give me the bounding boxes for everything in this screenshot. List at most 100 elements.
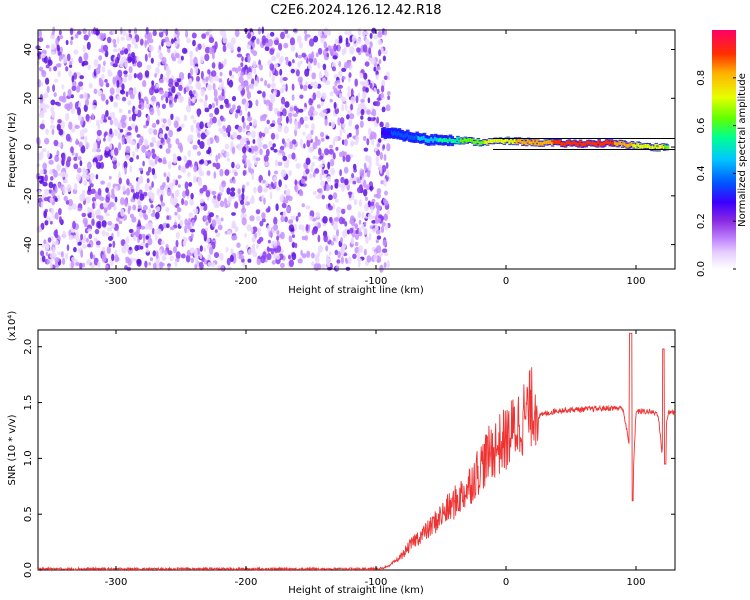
signal-core [606, 140, 611, 145]
noise-speck [373, 66, 377, 72]
noise-speck [336, 80, 341, 84]
noise-speck [290, 68, 295, 74]
noise-speck [342, 129, 346, 134]
noise-speck [279, 145, 285, 151]
noise-speck [229, 70, 232, 77]
noise-speck [366, 255, 372, 263]
noise-speck [156, 83, 160, 88]
noise-speck [245, 105, 248, 112]
noise-speck [40, 201, 44, 209]
noise-speck [209, 152, 213, 157]
noise-speck [72, 220, 76, 230]
noise-speck [195, 81, 201, 90]
noise-speck [334, 38, 339, 44]
noise-speck [57, 182, 61, 189]
noise-speck [263, 99, 267, 105]
noise-speck [332, 222, 339, 231]
noise-speck [116, 96, 121, 101]
noise-speck [348, 30, 352, 37]
noise-speck [57, 70, 61, 78]
noise-speck [61, 96, 67, 103]
noise-speck [323, 234, 328, 243]
noise-speck [285, 116, 289, 124]
noise-speck [152, 209, 156, 215]
noise-speck [299, 188, 303, 197]
signal-core [530, 141, 534, 146]
noise-speck [261, 218, 266, 223]
noise-speck [93, 59, 99, 67]
noise-speck [174, 260, 178, 268]
noise-speck [260, 77, 264, 82]
noise-speck [375, 74, 379, 80]
noise-speck [130, 140, 136, 146]
noise-speck [175, 251, 181, 260]
noise-speck [68, 69, 73, 77]
noise-speck [266, 253, 272, 261]
noise-speck [363, 162, 367, 169]
noise-speck [335, 146, 339, 151]
noise-speck [212, 162, 217, 167]
noise-speck [154, 229, 158, 235]
noise-speck [104, 79, 108, 83]
noise-speck [148, 127, 153, 135]
noise-speck [302, 131, 306, 136]
signal-core [563, 142, 568, 147]
noise-speck [201, 228, 206, 235]
noise-speck [97, 188, 102, 196]
noise-speck [377, 138, 382, 143]
noise-speck [63, 195, 68, 202]
noise-speck [218, 127, 222, 132]
noise-speck [223, 58, 227, 65]
noise-speck [192, 176, 197, 183]
noise-speck [127, 100, 132, 106]
noise-speck [152, 250, 157, 257]
noise-speck [117, 69, 123, 78]
noise-speck [363, 248, 367, 256]
snr-y-label: SNR (10 * v/v) [7, 414, 18, 485]
noise-speck [277, 161, 283, 166]
noise-speck [204, 130, 210, 136]
noise-speck [220, 188, 225, 193]
noise-speck [109, 142, 112, 150]
noise-speck [70, 146, 74, 154]
noise-speck [40, 110, 45, 119]
noise-speck [272, 143, 276, 148]
noise-speck [191, 219, 195, 227]
noise-speck [154, 156, 158, 165]
noise-speck [186, 104, 192, 113]
signal-core [480, 141, 484, 146]
noise-speck [76, 30, 82, 35]
noise-speck [268, 140, 273, 147]
noise-speck [206, 149, 211, 155]
noise-speck [124, 166, 127, 175]
noise-speck [247, 54, 251, 64]
noise-speck [226, 157, 231, 162]
noise-speck [177, 59, 182, 64]
noise-speck [313, 35, 319, 43]
noise-speck [292, 113, 298, 118]
noise-speck [304, 124, 309, 129]
noise-speck [261, 212, 266, 219]
noise-speck [242, 203, 245, 212]
noise-speck [162, 76, 166, 81]
noise-speck [381, 106, 386, 113]
noise-speck [118, 142, 122, 151]
noise-speck [323, 27, 329, 36]
noise-speck [291, 94, 295, 101]
noise-speck [150, 193, 155, 202]
noise-speck [270, 31, 275, 37]
noise-speck [112, 240, 116, 248]
noise-speck [264, 45, 270, 52]
noise-speck [79, 75, 84, 80]
noise-speck [109, 119, 113, 126]
noise-speck [207, 160, 212, 164]
noise-speck [366, 169, 371, 178]
noise-speck [145, 26, 149, 35]
noise-speck [138, 233, 143, 240]
signal-core [404, 133, 408, 138]
noise-speck [263, 197, 266, 205]
noise-speck [105, 196, 110, 203]
noise-speck [199, 141, 205, 149]
noise-speck [63, 178, 68, 184]
noise-speck [50, 176, 54, 181]
